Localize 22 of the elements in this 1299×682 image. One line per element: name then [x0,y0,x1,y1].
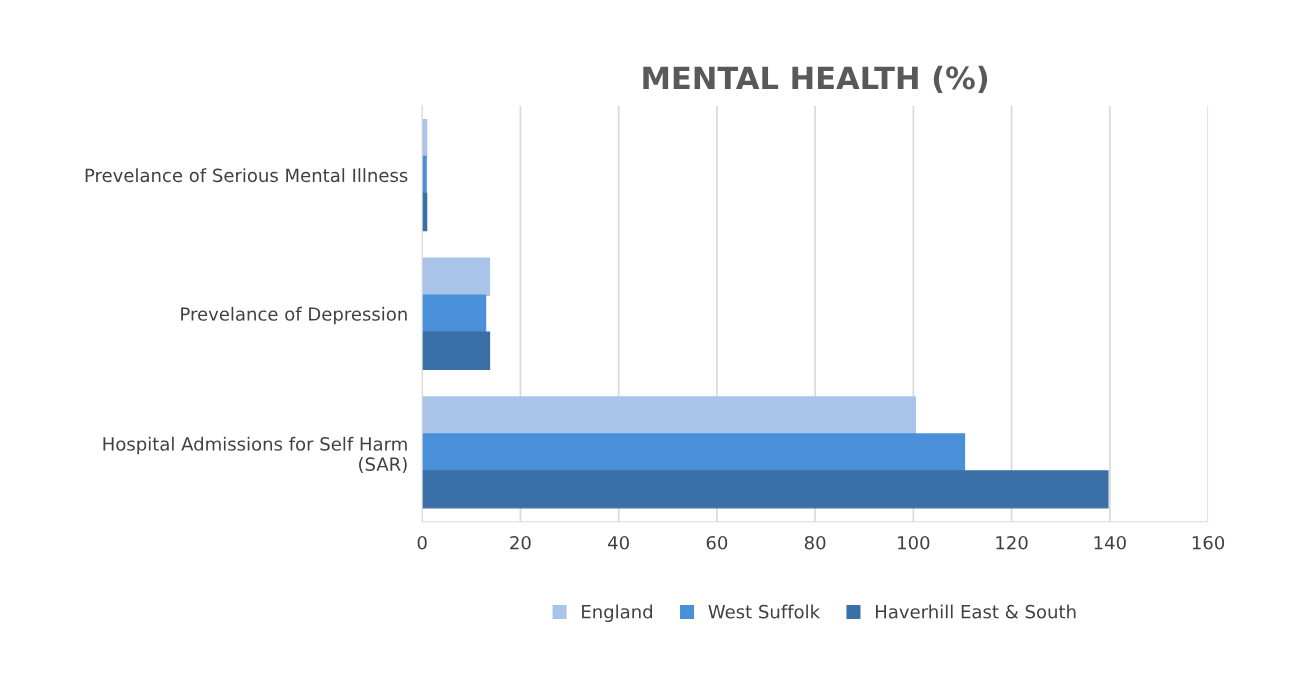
bar [422,331,491,370]
x-tick-label: 60 [706,535,728,550]
bar [422,470,1109,509]
legend-label: Haverhill East & South [876,604,1076,619]
bar [422,433,966,472]
legend-label: West Suffolk [708,604,821,619]
y-tick-label: Prevelance of Serious Mental Illness [85,168,408,183]
x-tick-label: 40 [608,535,629,550]
bar [422,294,487,333]
chart-title: MENTAL HEALTH (%) [643,65,988,94]
x-tick-label: 120 [996,535,1028,550]
x-tick-label: 100 [898,535,930,550]
bar [422,396,917,435]
x-tick-label: 20 [510,535,531,550]
y-tick-label: Prevelance of Depression [181,306,407,325]
bar [422,257,491,296]
x-tick-label: 0 [417,535,427,550]
y-tick-label: Hospital Admissions for Self Harm (SAR) [103,436,407,474]
x-tick-label: 160 [1192,535,1225,550]
x-tick-label: 140 [1094,535,1126,550]
legend-label: England [582,604,652,623]
x-tick-label: 80 [804,535,826,550]
